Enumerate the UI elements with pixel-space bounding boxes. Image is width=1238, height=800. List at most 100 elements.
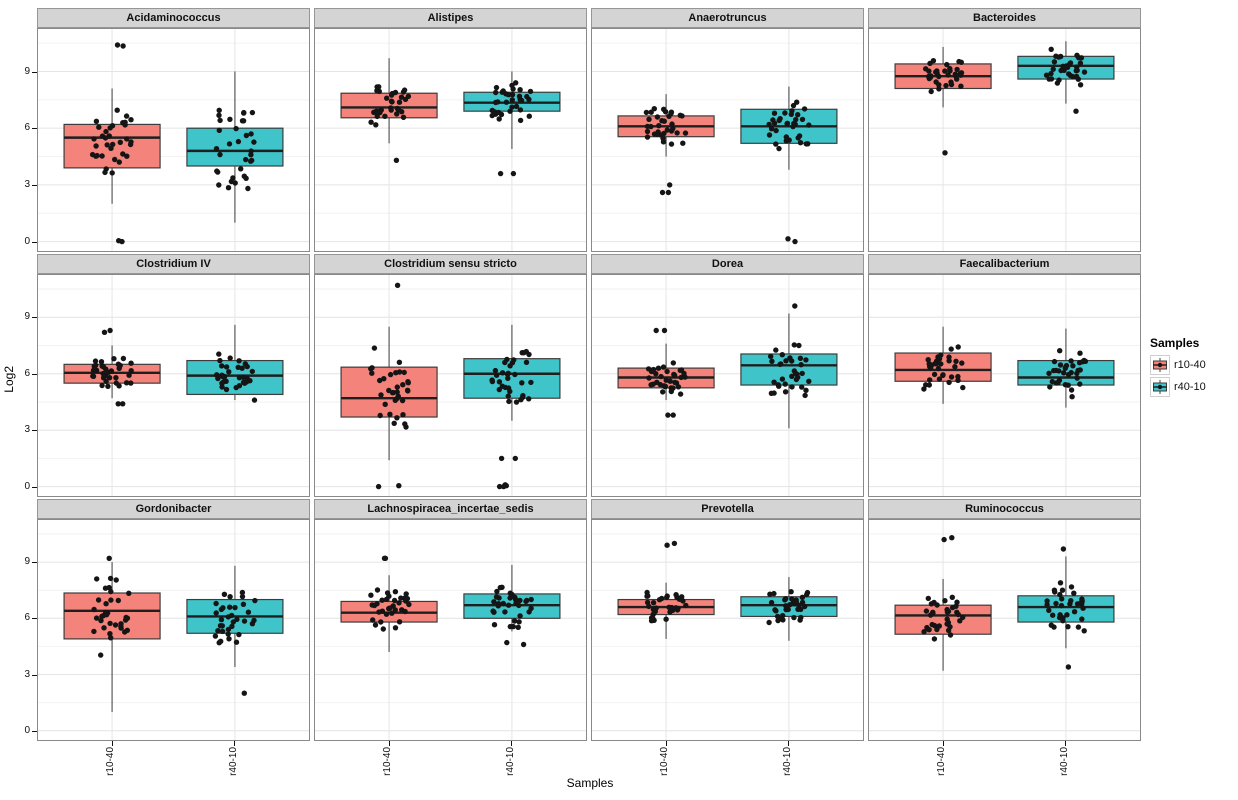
jitter-point [803, 357, 809, 363]
jitter-point [368, 592, 374, 598]
jitter-point [667, 609, 673, 615]
jitter-point [493, 372, 500, 378]
y-tick-mark [32, 562, 37, 564]
y-tick-mark [32, 241, 37, 243]
jitter-point [646, 116, 652, 123]
jitter-point [1044, 602, 1050, 608]
jitter-point [401, 87, 408, 93]
jitter-point [113, 375, 119, 381]
jitter-point [776, 145, 782, 152]
jitter-point [248, 152, 254, 158]
jitter-point [803, 387, 809, 393]
jitter-point [213, 610, 219, 616]
jitter-point [499, 584, 505, 590]
jitter-point [98, 652, 104, 658]
jitter-point [960, 384, 966, 391]
outlier-point [949, 535, 955, 541]
jitter-point [216, 351, 222, 357]
jitter-point [378, 619, 384, 625]
jitter-point [212, 633, 219, 639]
jitter-point [113, 577, 119, 583]
jitter-point [245, 609, 252, 615]
outlier-point [115, 401, 121, 407]
jitter-point [491, 622, 498, 628]
outlier-point [653, 327, 659, 334]
jitter-point [1063, 63, 1069, 69]
jitter-point [239, 365, 245, 371]
jitter-point [240, 601, 247, 607]
facet-strip: Dorea [591, 254, 864, 274]
jitter-point [387, 371, 394, 378]
jitter-point [101, 625, 107, 631]
jitter-point [493, 89, 499, 96]
jitter-point [105, 369, 112, 375]
jitter-point [955, 344, 961, 350]
jitter-point [225, 631, 231, 637]
y-tick-label: 9 [24, 556, 30, 568]
outlier-point [659, 189, 666, 196]
jitter-point [122, 119, 128, 126]
jitter-point [783, 358, 789, 364]
facet-title: Ruminococcus [965, 503, 1044, 515]
facet-strip: Prevotella [591, 499, 864, 519]
jitter-point [218, 617, 225, 623]
jitter-point [1056, 614, 1063, 621]
jitter-point [802, 603, 808, 610]
jitter-point [644, 128, 651, 135]
jitter-point [956, 58, 962, 65]
jitter-point [389, 90, 395, 97]
jitter-point [392, 607, 398, 613]
jitter-point [948, 374, 955, 380]
jitter-point [89, 151, 96, 158]
jitter-point [648, 615, 655, 621]
jitter-point [1051, 59, 1058, 65]
outlier-point [520, 641, 527, 648]
jitter-point [954, 599, 960, 605]
jitter-point [795, 112, 801, 118]
facet-title: Faecalibacterium [959, 258, 1050, 270]
jitter-point [1071, 590, 1077, 596]
jitter-point [371, 345, 378, 351]
jitter-point [128, 368, 134, 374]
jitter-point [797, 617, 803, 623]
jitter-point [372, 622, 379, 628]
jitter-point [1075, 624, 1082, 630]
jitter-point [396, 359, 403, 365]
jitter-point [660, 135, 666, 141]
jitter-point [120, 355, 127, 362]
jitter-point [98, 617, 104, 624]
jitter-point [394, 389, 400, 395]
jitter-point [1061, 370, 1067, 376]
jitter-point [404, 595, 411, 602]
outlier-point [394, 282, 401, 288]
jitter-point [1074, 67, 1080, 74]
jitter-point [249, 368, 255, 375]
jitter-point [1079, 616, 1085, 622]
facet-title: Gordonibacter [135, 503, 212, 515]
legend-point [1157, 362, 1163, 368]
jitter-point [229, 612, 235, 619]
jitter-point [394, 384, 400, 390]
jitter-point [1046, 607, 1052, 613]
jitter-point [492, 367, 499, 374]
facet-panel [868, 519, 1141, 741]
jitter-point [768, 126, 775, 132]
jitter-point [778, 361, 784, 367]
jitter-point [1077, 381, 1083, 387]
jitter-point [954, 66, 960, 73]
jitter-point [934, 602, 940, 608]
outlier-point [661, 327, 668, 334]
outlier-point [497, 170, 504, 177]
jitter-point [513, 80, 519, 86]
jitter-point [96, 124, 102, 130]
jitter-point [673, 592, 679, 598]
facet-strip: Clostridium sensu stricto [314, 254, 587, 274]
jitter-point [767, 591, 773, 597]
box-r40-10 [1017, 595, 1115, 623]
facet-cell: Alistipes [314, 8, 587, 252]
jitter-point [1065, 382, 1071, 388]
jitter-point [793, 599, 800, 606]
jitter-point [387, 605, 393, 611]
y-tick-label: 6 [24, 122, 30, 134]
jitter-point [112, 156, 118, 163]
